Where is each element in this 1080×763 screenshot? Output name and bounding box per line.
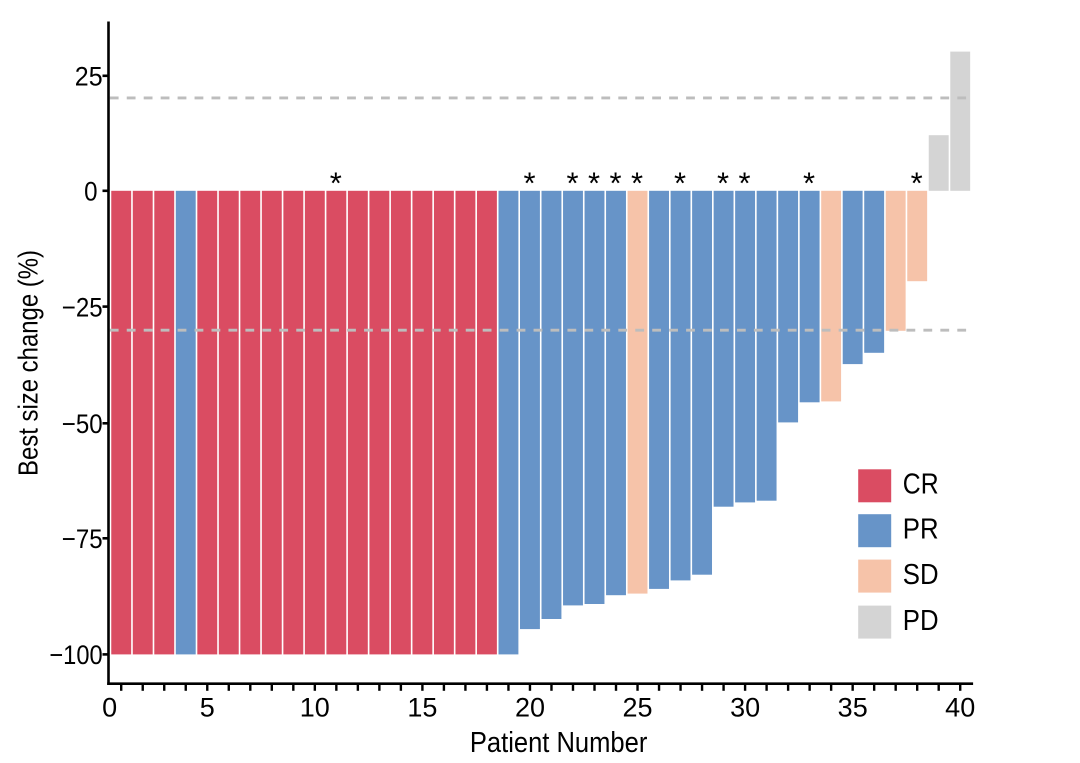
svg-text:−100: −100 [49, 640, 102, 670]
svg-text:0: 0 [84, 177, 97, 207]
svg-text:Patient Number: Patient Number [470, 727, 648, 759]
svg-text:−50: −50 [62, 409, 103, 439]
svg-text:*: * [674, 166, 686, 201]
svg-text:5: 5 [200, 692, 215, 722]
svg-text:*: * [803, 166, 815, 201]
svg-text:*: * [739, 166, 751, 201]
svg-text:*: * [588, 166, 600, 201]
svg-text:CR: CR [903, 469, 939, 501]
svg-text:20: 20 [515, 692, 545, 722]
svg-text:25: 25 [75, 62, 103, 92]
svg-text:−75: −75 [62, 524, 103, 554]
svg-text:SD: SD [903, 559, 939, 591]
svg-text:0: 0 [102, 692, 117, 722]
svg-text:10: 10 [300, 692, 330, 722]
svg-text:*: * [566, 166, 578, 201]
svg-text:40: 40 [945, 692, 975, 722]
svg-text:15: 15 [407, 692, 437, 722]
svg-text:PD: PD [903, 605, 939, 637]
svg-text:25: 25 [622, 692, 652, 722]
svg-text:PR: PR [903, 514, 939, 546]
svg-text:*: * [609, 166, 621, 201]
svg-text:−25: −25 [62, 292, 103, 322]
svg-text:*: * [911, 166, 923, 201]
svg-text:*: * [330, 166, 342, 201]
svg-text:*: * [523, 166, 535, 201]
svg-text:30: 30 [730, 692, 760, 722]
svg-text:35: 35 [838, 692, 868, 722]
svg-text:Best size change (%): Best size change (%) [13, 250, 44, 476]
svg-text:*: * [717, 166, 729, 201]
svg-text:*: * [631, 166, 643, 201]
